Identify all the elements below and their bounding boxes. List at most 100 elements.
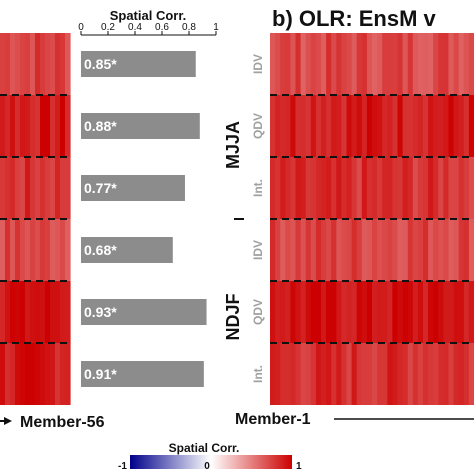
right-heatmap-cell: [458, 95, 465, 157]
left-heatmap-cell: [30, 157, 36, 219]
right-heatmap-cell: [321, 95, 327, 157]
right-heatmap-cell: [346, 343, 353, 405]
left-heatmap-cell: [65, 219, 71, 281]
right-heatmap-cell: [438, 95, 444, 157]
left-heatmap-cell: [35, 33, 41, 95]
left-heatmap-cell: [60, 33, 66, 95]
left-heatmap-cell: [45, 343, 51, 405]
right-heatmap-cell: [361, 219, 368, 281]
left-heatmap-cell: [40, 157, 46, 219]
left-heatmap-cell: [20, 219, 26, 281]
left-heatmap-cell: [30, 281, 36, 343]
right-heatmap-cell: [438, 33, 444, 95]
right-heatmap-cell: [412, 33, 419, 95]
bar-axis-tick-label: 0.6: [155, 22, 169, 33]
right-heatmap-cell: [468, 343, 474, 405]
right-heatmap-cell: [331, 219, 337, 281]
left-heatmap-cell: [45, 33, 51, 95]
left-heatmap-cell: [25, 33, 31, 95]
left-heatmap-cell: [35, 157, 41, 219]
right-heatmap-cell: [443, 219, 450, 281]
right-heatmap-cell: [326, 157, 332, 219]
right-heatmap-cell: [377, 343, 383, 405]
right-heatmap-cell: [295, 281, 302, 343]
right-heatmap-cell: [290, 95, 297, 157]
left-heatmap-cell: [20, 157, 26, 219]
right-heatmap-cell: [361, 281, 368, 343]
right-heatmap-cell: [372, 281, 378, 343]
left-heatmap-cell: [20, 95, 26, 157]
right-heatmap-cell: [361, 95, 368, 157]
left-heatmap-cell: [15, 33, 21, 95]
right-heatmap-cell: [463, 33, 470, 95]
right-heatmap-cell: [315, 95, 322, 157]
right-heatmap-cell: [315, 219, 322, 281]
right-heatmap-cell: [275, 219, 281, 281]
right-heatmap-cell: [341, 157, 348, 219]
colorbar-mid-label: 0: [204, 461, 210, 472]
right-heatmap-cell: [387, 95, 393, 157]
left-heatmap-cell: [40, 219, 46, 281]
right-heatmap-cell: [468, 157, 474, 219]
right-heatmap-cell: [351, 157, 358, 219]
right-heatmap-cell: [453, 95, 460, 157]
right-heatmap: [270, 33, 474, 405]
right-heatmap-cell: [402, 95, 409, 157]
row-label: QDV: [251, 299, 265, 325]
right-heatmap-cell: [315, 157, 322, 219]
left-heatmap-cell: [55, 219, 61, 281]
left-heatmap-cell: [65, 281, 71, 343]
right-heatmap-cell: [341, 281, 348, 343]
right-heatmap-cell: [280, 219, 286, 281]
left-heatmap-cell: [15, 281, 21, 343]
right-heatmap-cell: [438, 281, 444, 343]
right-heatmap-cell: [417, 219, 424, 281]
right-heatmap-cell: [290, 281, 297, 343]
left-heatmap-cell: [30, 95, 36, 157]
right-heatmap-cell: [433, 281, 439, 343]
right-heatmap-cell: [295, 343, 302, 405]
right-heatmap-cell: [382, 33, 388, 95]
right-heatmap-cell: [341, 95, 348, 157]
left-heatmap-cell: [5, 219, 11, 281]
right-heatmap-cell: [438, 343, 444, 405]
right-heatmap-cell: [372, 157, 378, 219]
left-heatmap-cell: [25, 281, 31, 343]
right-heatmap-cell: [346, 281, 353, 343]
right-heatmap-cell: [372, 33, 378, 95]
right-heatmap-cell: [321, 33, 327, 95]
left-heatmap-cell: [50, 33, 56, 95]
right-heatmap-cell: [310, 95, 317, 157]
left-heatmap-cell: [5, 33, 11, 95]
right-heatmap-cell: [310, 157, 317, 219]
right-heatmap-cell: [295, 95, 302, 157]
left-heatmap-cell: [20, 33, 26, 95]
right-heatmap-cell: [336, 157, 342, 219]
right-heatmap-cell: [310, 343, 317, 405]
right-heatmap-cell: [310, 219, 317, 281]
right-heatmap-cell: [351, 343, 358, 405]
right-heatmap-cell: [423, 157, 429, 219]
right-heatmap-cell: [423, 343, 429, 405]
right-heatmap-cell: [280, 343, 286, 405]
right-heatmap-cell: [402, 157, 409, 219]
right-heatmap-cell: [351, 33, 358, 95]
right-heatmap-cell: [412, 219, 419, 281]
right-heatmap-cell: [377, 157, 383, 219]
right-heatmap-cell: [331, 281, 337, 343]
right-heatmap-cell: [402, 219, 409, 281]
left-heatmap-cell: [50, 95, 56, 157]
right-heatmap-cell: [290, 343, 297, 405]
right-heatmap-cell: [463, 157, 470, 219]
left-heatmap-cell: [10, 281, 16, 343]
right-heatmap-cell: [285, 343, 291, 405]
right-heatmap-cell: [417, 33, 424, 95]
left-heatmap-cell: [55, 281, 61, 343]
right-heatmap-cell: [285, 33, 291, 95]
right-heatmap-cell: [463, 281, 470, 343]
right-heatmap-cell: [305, 157, 312, 219]
right-heatmap-cell: [428, 343, 434, 405]
right-heatmap-cell: [453, 281, 460, 343]
right-heatmap-cell: [463, 343, 470, 405]
